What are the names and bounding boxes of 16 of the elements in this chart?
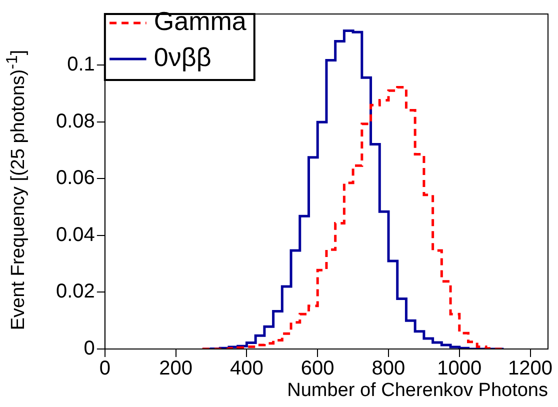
x-tick-label: 1200 [508, 358, 553, 380]
x-tick-label: 0 [99, 358, 110, 380]
x-tick-label: 200 [159, 358, 193, 380]
x-tick-label: 1000 [437, 358, 482, 380]
y-tick-label: 0.06 [56, 167, 95, 190]
y-tick-label: 0 [84, 338, 95, 360]
x-axis-title: Number of Cherenkov Photons [287, 380, 548, 402]
x-tick-label: 400 [230, 358, 264, 380]
x-tick-label: 600 [300, 358, 334, 380]
x-tick-label: 800 [372, 358, 406, 380]
y-tick-label: 0.1 [67, 54, 95, 76]
y-tick-label: 0.02 [56, 280, 95, 303]
y-tick-label: 0.04 [56, 224, 95, 246]
legend-label: 0νββ [154, 42, 212, 72]
legend-label: Gamma [154, 6, 247, 36]
y-tick-label: 0.08 [56, 110, 95, 132]
